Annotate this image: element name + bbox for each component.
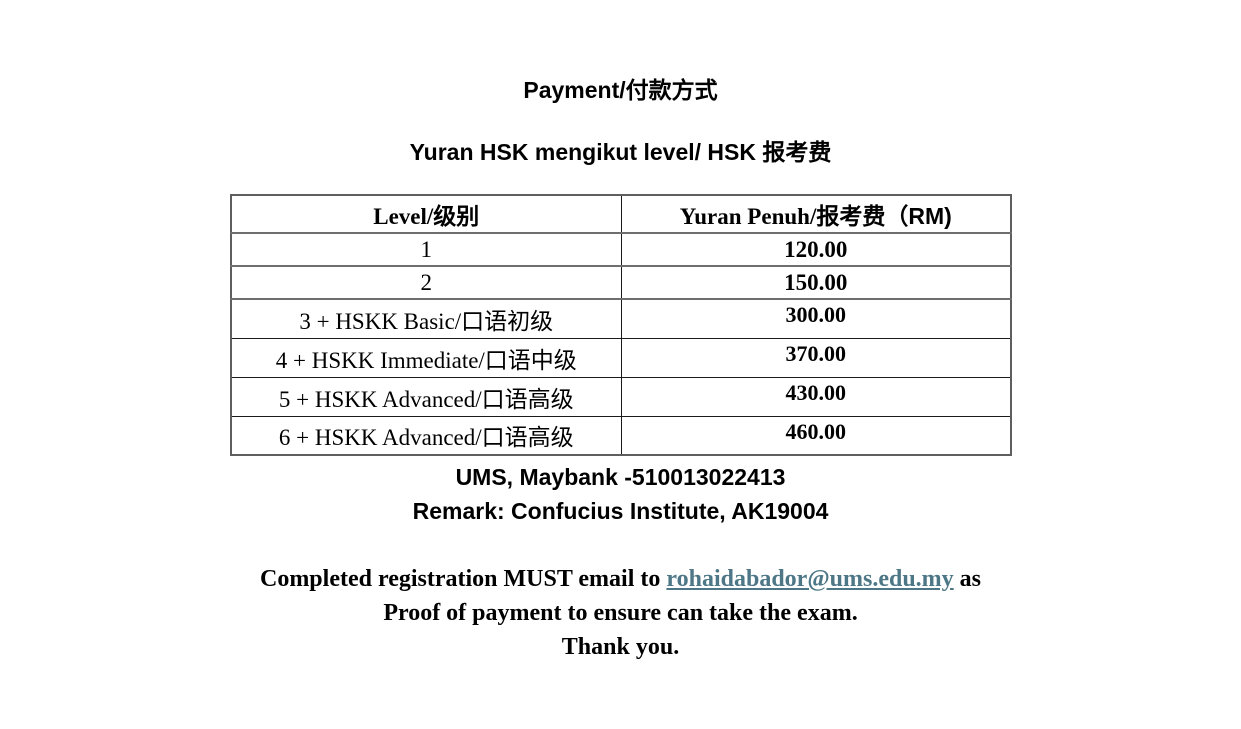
table-header-fee-label: Yuran Penuh/报考费 [679, 204, 886, 229]
fee-cell: 430.00 [621, 376, 1011, 417]
fee-table: Level/级别 Yuran Penuh/报考费（RM) 1 120.00 2 … [229, 194, 1012, 456]
email-link[interactable]: rohaidabador@ums.edu.my [666, 566, 954, 592]
table-row: 5 + HSKK Advanced/口语高级 430.00 [229, 376, 1011, 417]
table-row: 1 120.00 [229, 232, 1011, 267]
footer-line1-before: Completed registration MUST email to [259, 566, 667, 592]
table-header-row: Level/级别 Yuran Penuh/报考费（RM) [229, 194, 1011, 234]
bank-remark-line: Remark: Confucius Institute, AK19004 [412, 498, 829, 524]
footer-line2: Proof of payment to ensure can take the … [383, 600, 858, 626]
fee-cell: 370.00 [621, 337, 1011, 378]
level-cell: 4 + HSKK Immediate/口语中级 [229, 337, 623, 378]
fee-cell: 120.00 [621, 232, 1011, 267]
footer-note: Completed registration MUST email to roh… [0, 562, 1241, 664]
level-cell: 2 [229, 265, 623, 300]
bank-account-line: UMS, Maybank -510013022413 [455, 464, 786, 490]
table-row: 2 150.00 [229, 265, 1011, 300]
table-row: 4 + HSKK Immediate/口语中级 370.00 [229, 337, 1011, 378]
level-cell: 6 + HSKK Advanced/口语高级 [229, 415, 623, 456]
level-cell: 1 [229, 232, 623, 267]
fee-cell: 150.00 [621, 265, 1011, 300]
table-header-fee: Yuran Penuh/报考费（RM) [621, 194, 1011, 234]
thank-you-line: Thank you. [561, 634, 680, 660]
fee-cell: 460.00 [621, 415, 1011, 456]
table-row: 6 + HSKK Advanced/口语高级 460.00 [229, 415, 1011, 456]
level-cell: 5 + HSKK Advanced/口语高级 [229, 376, 623, 417]
table-header-level: Level/级别 [229, 194, 623, 234]
page-subtitle: Yuran HSK mengikut level/ HSK 报考费 [409, 139, 832, 165]
footer-line1-after: as [953, 566, 982, 592]
table-row: 3 + HSKK Basic/口语初级 300.00 [229, 298, 1011, 339]
fee-cell: 300.00 [621, 298, 1011, 339]
page-title: Payment/付款方式 [523, 77, 718, 103]
table-header-fee-unit: （RM) [885, 203, 952, 229]
level-cell: 3 + HSKK Basic/口语初级 [229, 298, 623, 339]
